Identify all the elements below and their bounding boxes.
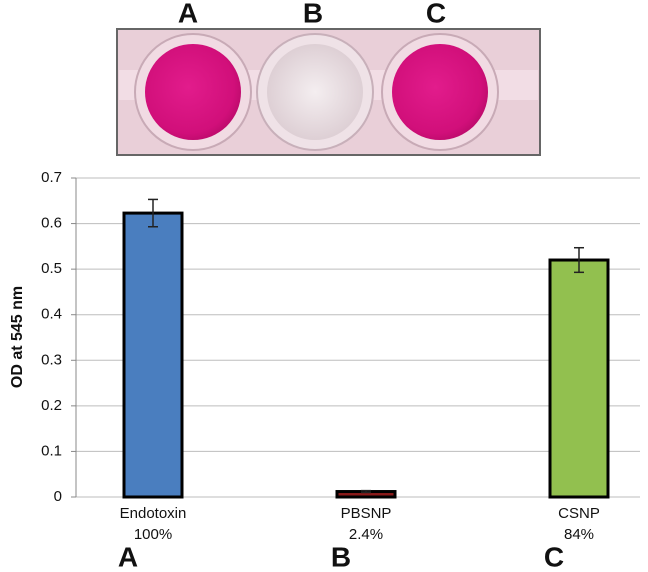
y-tick-label: 0.1 [41, 442, 62, 459]
bar [548, 258, 610, 499]
y-axis-label: OD at 545 nm [9, 286, 26, 388]
y-tick-label: 0 [54, 488, 62, 505]
y-tick-label: 0.4 [41, 306, 62, 323]
x-tick-label: CSNP [558, 505, 600, 522]
bar [122, 211, 184, 499]
group-label: A [118, 541, 138, 572]
photo-label: B [303, 0, 323, 28]
y-tick-label: 0.3 [41, 351, 62, 368]
group-label: C [544, 541, 564, 572]
y-tick-label: 0.2 [41, 397, 62, 414]
y-tick-label: 0.6 [41, 215, 62, 232]
x-tick-label: Endotoxin [120, 505, 187, 522]
y-tick-label: 0.5 [41, 260, 62, 277]
x-tick-label: PBSNP [341, 505, 392, 522]
photo-label: C [426, 0, 446, 28]
group-label: B [331, 541, 351, 572]
y-tick-label: 0.7 [41, 169, 62, 186]
photo-label: A [178, 0, 198, 28]
percent-label: 84% [564, 526, 594, 543]
well-photo [116, 28, 541, 156]
percent-label: 2.4% [349, 526, 383, 543]
percent-label: 100% [134, 526, 172, 543]
